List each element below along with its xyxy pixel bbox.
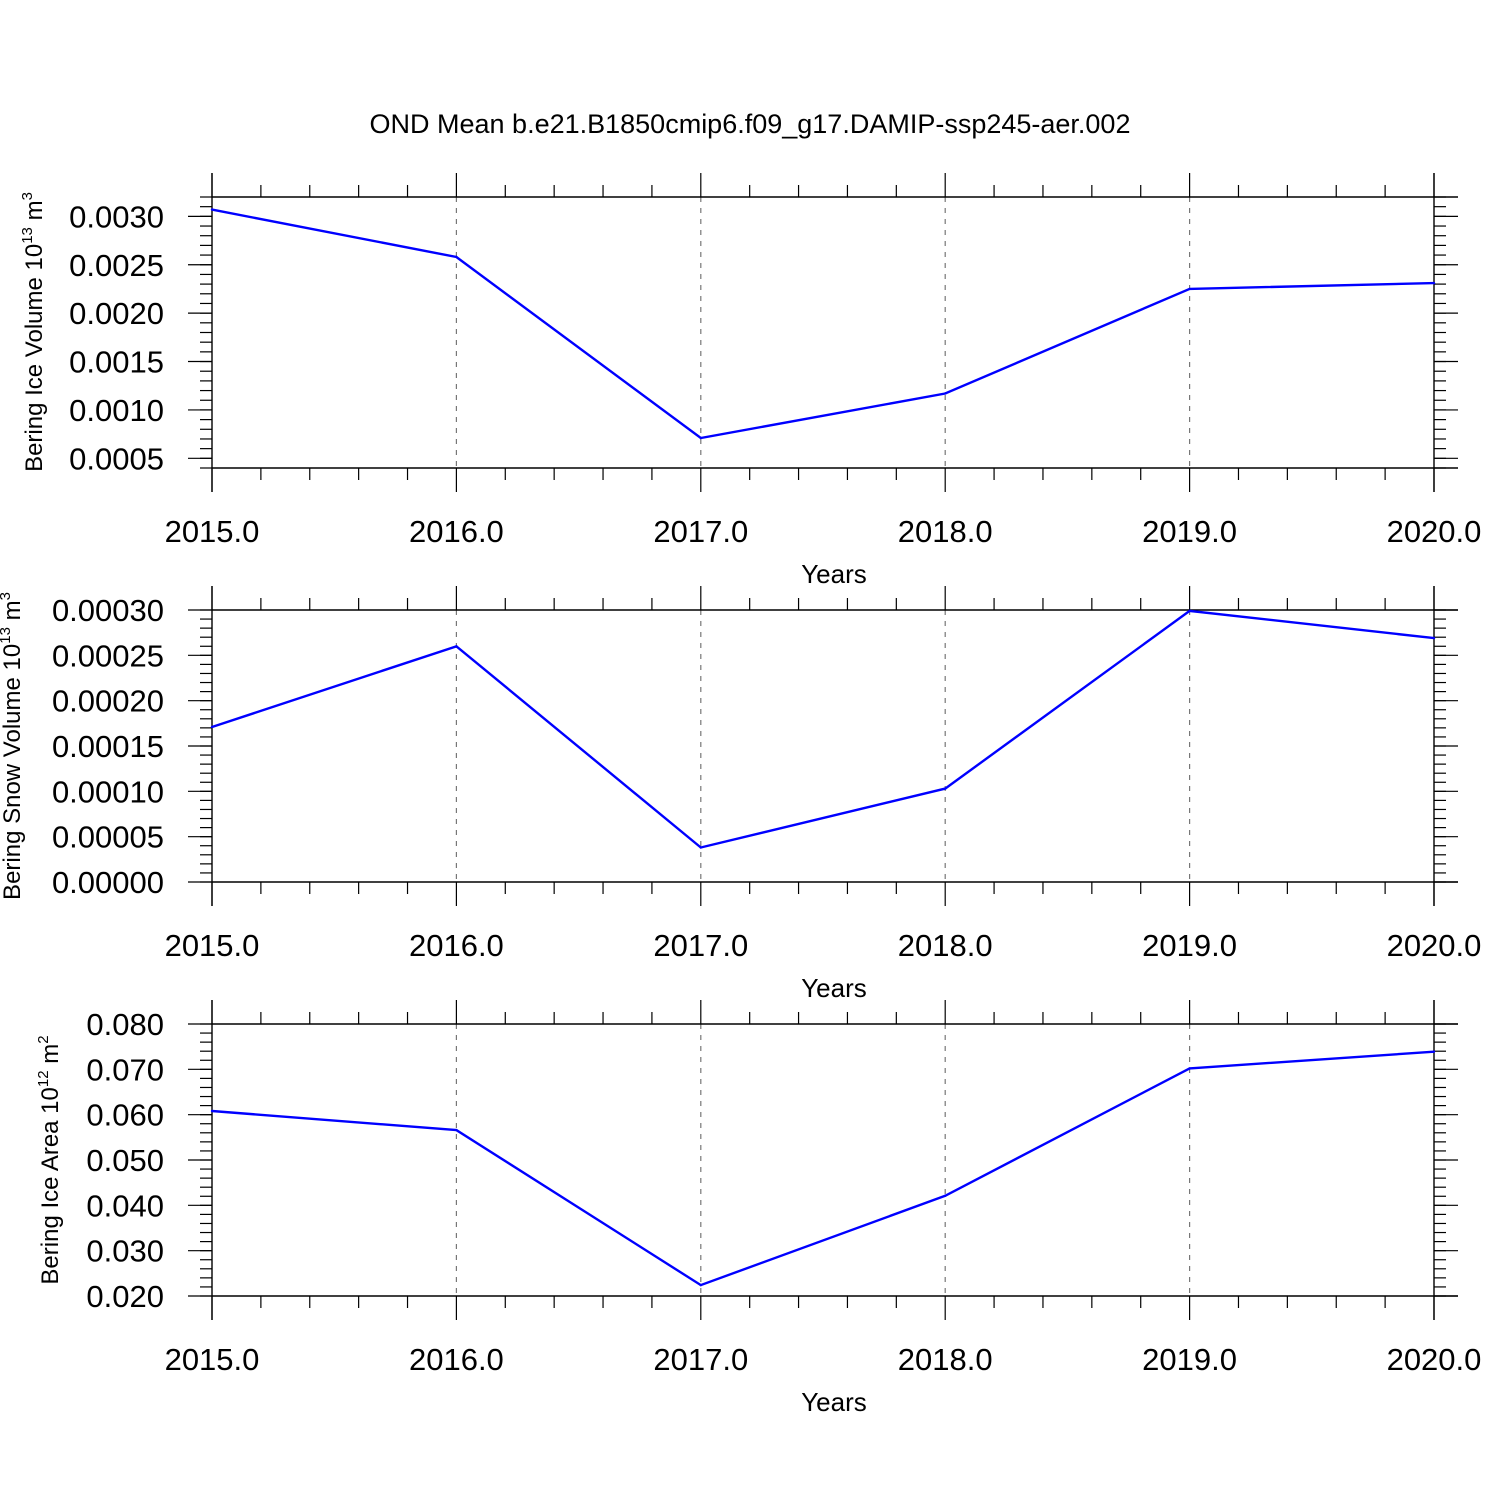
y-axis-label-text: Bering Ice Area 10	[37, 1087, 64, 1284]
data-point	[699, 436, 702, 440]
series-line	[211, 1050, 1435, 1287]
y-tick-label: 0.040	[86, 1188, 164, 1223]
panel-2: 0.00000 0.00005 0.00010 0.00015 0.00020 0.000…	[0, 586, 1481, 1003]
x-axis-label: Years	[801, 973, 867, 1003]
x-tick-label: 2016.0	[409, 928, 504, 963]
y-axis-label-unit-exponent: 2	[35, 1035, 52, 1043]
y-tick-label: 0.0010	[69, 393, 164, 428]
x-tick-label: 2019.0	[1142, 514, 1237, 549]
y-axis-label-unit-exponent: 3	[0, 592, 14, 600]
y-axis-label-exponent: 13	[19, 227, 36, 244]
y-axis-label-exponent: 12	[35, 1070, 52, 1087]
series-line	[211, 208, 1435, 440]
y-tick-label: 0.00030	[52, 593, 164, 628]
x-tick-label: 2016.0	[409, 514, 504, 549]
x-axis-label: Years	[801, 559, 867, 589]
y-axis-label-unit: m	[37, 1044, 64, 1071]
y-tick-label: 0.00010	[52, 774, 164, 809]
y-tick-label: 0.080	[86, 1007, 164, 1042]
x-tick-label: 2017.0	[653, 1342, 748, 1377]
y-tick-label: 0.00015	[52, 729, 164, 764]
y-axis-label-unit-exponent: 3	[19, 192, 36, 200]
x-axis-label: Years	[801, 1387, 867, 1417]
data-point	[1188, 1067, 1191, 1070]
y-axis-label: Bering Ice Area 1012 m2	[35, 1035, 64, 1284]
data-point	[1432, 636, 1436, 640]
y-tick-label: 0.0030	[69, 199, 164, 234]
y-axis-label-exponent: 13	[0, 627, 14, 644]
y-tick-label: 0.060	[86, 1098, 164, 1133]
panel-3: 0.020 0.030 0.040 0.050 0.060 0.070 0.080 2015.…	[35, 1000, 1481, 1417]
x-tick-label: 2020.0	[1387, 928, 1482, 963]
data-point	[210, 1109, 214, 1113]
data-point	[944, 1194, 947, 1198]
data-point	[455, 1128, 458, 1132]
data-point	[944, 392, 947, 395]
data-point	[1188, 609, 1191, 613]
x-tick-label: 2015.0	[165, 1342, 260, 1377]
data-point	[1432, 281, 1436, 285]
x-tick-label: 2020.0	[1387, 514, 1482, 549]
x-tick-label: 2020.0	[1387, 1342, 1482, 1377]
x-tick-label: 2015.0	[165, 928, 260, 963]
y-tick-label: 0.030	[86, 1234, 164, 1269]
x-tick-label: 2019.0	[1142, 928, 1237, 963]
y-tick-label: 0.00025	[52, 638, 164, 673]
series-line	[211, 609, 1435, 849]
y-tick-label: 0.0015	[69, 345, 164, 380]
y-tick-label: 0.0005	[69, 441, 164, 476]
y-tick-label: 0.020	[86, 1279, 164, 1314]
data-point	[1432, 1050, 1436, 1053]
x-tick-label: 2019.0	[1142, 1342, 1237, 1377]
y-tick-label: 0.00000	[52, 865, 164, 900]
y-tick-label: 0.00020	[52, 684, 164, 719]
y-tick-label: 0.070	[86, 1052, 164, 1087]
y-axis-label: Bering Snow Volume 1013 m3	[0, 592, 26, 900]
data-point	[699, 1283, 702, 1287]
y-tick-label: 0.050	[86, 1143, 164, 1178]
panel-1: 0.0005 0.0010 0.0015 0.0020 0.0025 0.0030 2015…	[19, 173, 1481, 589]
data-point	[455, 645, 458, 648]
x-tick-label: 2018.0	[898, 928, 993, 963]
y-axis-label-unit: m	[0, 600, 26, 627]
y-tick-label: 0.00005	[52, 820, 164, 855]
x-tick-label: 2018.0	[898, 1342, 993, 1377]
x-tick-label: 2016.0	[409, 1342, 504, 1377]
x-tick-label: 2017.0	[653, 514, 748, 549]
data-point	[944, 787, 947, 790]
x-tick-label: 2017.0	[653, 928, 748, 963]
y-tick-label: 0.0020	[69, 296, 164, 331]
y-tick-label: 0.0025	[69, 248, 164, 283]
y-axis-label-unit: m	[21, 200, 48, 227]
y-axis-label-text: Bering Ice Volume 10	[21, 244, 48, 472]
y-axis-label-text: Bering Snow Volume 10	[0, 644, 26, 900]
y-axis-label: Bering Ice Volume 1013 m3	[19, 192, 48, 472]
data-point	[210, 208, 214, 211]
x-tick-label: 2018.0	[898, 514, 993, 549]
data-point	[455, 255, 458, 259]
x-tick-label: 2015.0	[165, 514, 260, 549]
data-point	[699, 846, 702, 849]
data-point	[1188, 287, 1191, 291]
chart-title: OND Mean b.e21.B1850cmip6.f09_g17.DAMIP-…	[370, 109, 1131, 139]
data-point	[210, 725, 214, 729]
